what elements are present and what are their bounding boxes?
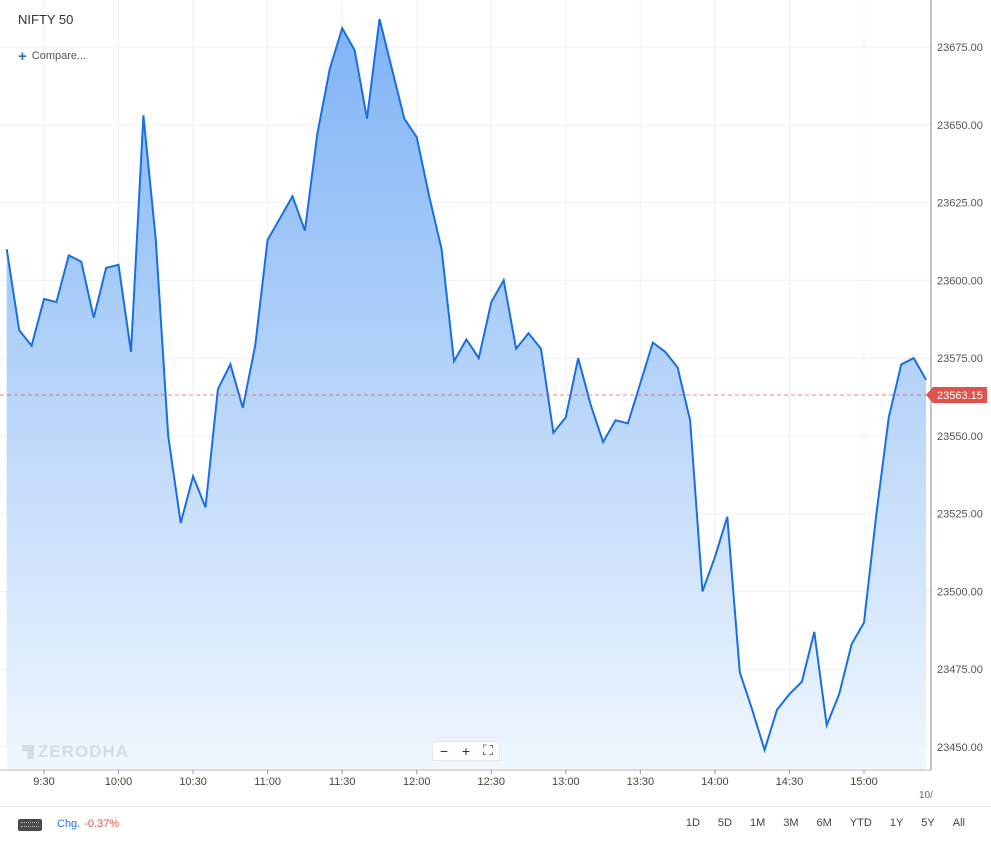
zerodha-watermark: ZERODHA xyxy=(22,742,129,762)
keyboard-icon[interactable] xyxy=(18,819,42,831)
x-tick-label: 10:00 xyxy=(105,776,133,788)
y-tick-label: 23625.00 xyxy=(937,198,983,210)
range-1y[interactable]: 1Y xyxy=(889,817,904,829)
zoom-controls: − + ⛶ xyxy=(432,741,500,761)
zerodha-logo-icon xyxy=(22,745,34,759)
y-tick-label: 23600.00 xyxy=(937,275,983,287)
x-tick-label: 15:00 xyxy=(850,776,878,788)
watermark-text: ZERODHA xyxy=(38,742,130,761)
y-tick-label: 23675.00 xyxy=(937,42,983,54)
price-chart[interactable]: 23450.00 23475.00 23500.00 23525.00 23550.00… xyxy=(0,0,991,806)
range-5y[interactable]: 5Y xyxy=(921,817,935,829)
price-line xyxy=(5,18,927,754)
y-tick-label: 23650.00 xyxy=(937,120,983,132)
range-5d[interactable]: 5D xyxy=(717,817,732,829)
chart-title: NIFTY 50 xyxy=(18,12,74,27)
range-3m[interactable]: 3M xyxy=(783,817,799,829)
x-tick-label: 11:30 xyxy=(329,776,356,788)
fullscreen-icon: ⛶ xyxy=(483,741,493,758)
compare-button[interactable]: + Compare... xyxy=(18,47,87,65)
y-tick-label: 23525.00 xyxy=(937,509,983,521)
zoom-in-button[interactable]: + xyxy=(461,743,471,759)
x-tick-label: 12:30 xyxy=(478,776,506,788)
x-tick-label: 10:30 xyxy=(179,776,207,788)
zoom-out-button[interactable]: − xyxy=(439,743,449,759)
x-tick-label: 14:30 xyxy=(776,776,804,788)
range-6m[interactable]: 6M xyxy=(816,817,832,829)
price-area xyxy=(6,19,927,770)
y-tick-label: 23450.00 xyxy=(937,742,983,754)
change-indicator: Chg. -0.37% xyxy=(57,818,119,830)
range-selector: 1D 5D 1M 3M 6M YTD 1Y 5Y All xyxy=(668,817,965,829)
y-tick-label: 23475.00 xyxy=(937,664,983,676)
bottom-toolbar: Chg. -0.37% 1D 5D 1M 3M 6M YTD 1Y 5Y All xyxy=(0,806,991,844)
plus-icon: + xyxy=(18,47,27,65)
change-value: -0.37% xyxy=(84,818,120,830)
current-price-label: 23563.15 xyxy=(937,390,983,402)
range-1m[interactable]: 1M xyxy=(749,817,766,829)
x-tick-label: 13:00 xyxy=(552,776,580,788)
x-tick-label: 12:00 xyxy=(403,776,431,788)
range-1d[interactable]: 1D xyxy=(685,817,700,829)
y-tick-label: 23500.00 xyxy=(937,586,983,598)
x-tick-label: 11:00 xyxy=(254,776,281,788)
x-tick-label: 9:30 xyxy=(33,776,54,788)
x-edge-label: 10/ xyxy=(919,790,933,801)
fullscreen-button[interactable]: ⛶ xyxy=(477,741,499,762)
x-tick-label: 14:00 xyxy=(701,776,729,788)
current-price-badge xyxy=(926,386,987,403)
y-tick-label: 23550.00 xyxy=(937,431,983,443)
y-tick-label: 23575.00 xyxy=(937,353,983,365)
compare-label: Compare... xyxy=(31,50,87,62)
range-ytd[interactable]: YTD xyxy=(849,817,872,829)
x-tick-label: 13:30 xyxy=(627,776,655,788)
change-label: Chg. xyxy=(57,818,81,830)
range-all[interactable]: All xyxy=(952,817,965,829)
